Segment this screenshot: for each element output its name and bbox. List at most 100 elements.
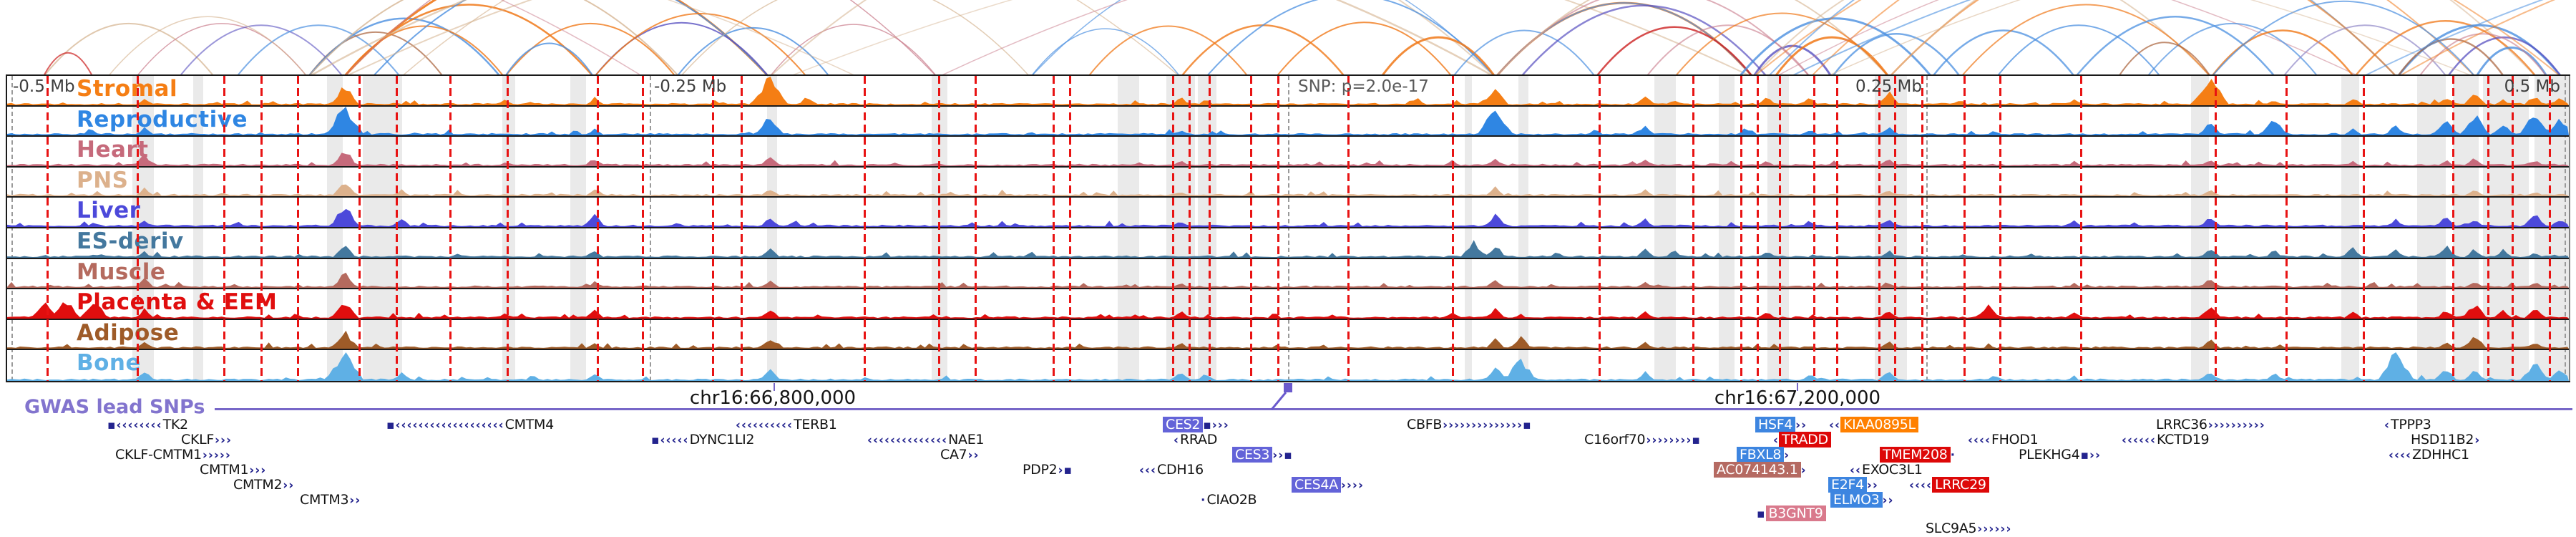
gene-pdp2[interactable]: PDP2›▪	[1022, 463, 1073, 478]
signal-area	[7, 76, 2569, 105]
track-row-stromal: Stromal	[7, 76, 2569, 107]
axis-label-mid-left: -0.25 Mb	[654, 77, 727, 96]
gene-terb1[interactable]: ‹‹‹‹‹‹‹‹‹‹TERB1	[736, 417, 838, 433]
gene-name-label: FHOD1	[1991, 432, 2039, 448]
gene-dync1li2[interactable]: ▪‹‹‹‹‹DYNC1LI2	[651, 432, 755, 448]
track-rows-layer: Stromal Reproductive Heart PNS Liver ES-deriv…	[7, 76, 2569, 381]
track-label: Bone	[77, 350, 142, 377]
gene-name-label: CBFB	[1407, 417, 1443, 432]
track-row-liver: Liver	[7, 198, 2569, 228]
gene-tk2[interactable]: ▪‹‹‹‹‹‹‹‹TK2	[107, 417, 189, 433]
highlight-band	[2341, 76, 2359, 381]
signal-area	[7, 208, 2569, 227]
interaction-arc	[1453, 29, 1595, 74]
gene-cmtm3[interactable]: CMTM3››	[299, 493, 361, 508]
gene-kiaa0895l[interactable]: ‹‹ KIAA0895L	[1829, 417, 1918, 433]
gene-tmem208[interactable]: TMEM208 ·	[1880, 447, 1956, 463]
gene-structure-glyph: ››	[1795, 418, 1807, 432]
snp-dashed-line	[1692, 76, 1694, 381]
gene-structure-glyph: ·	[1950, 448, 1956, 463]
gene-exoc3l1[interactable]: ‹‹EXOC3L1	[1850, 463, 1923, 478]
gene-b3gnt9[interactable]: ▪ B3GNT9	[1757, 505, 1826, 522]
gene-tppp3[interactable]: ‹TPPP3	[2384, 417, 2432, 433]
gene-name-label: FBXL8	[1737, 447, 1785, 463]
gene-cmtm1[interactable]: CMTM1›››	[199, 463, 266, 478]
gene-fbxl8[interactable]: FBXL8 ›	[1737, 447, 1790, 463]
gene-lrrc29[interactable]: ‹‹‹‹ LRRC29	[1909, 477, 1989, 493]
interaction-arc	[374, 0, 768, 74]
axis-tick-line	[1288, 76, 1289, 381]
interaction-arc	[2355, 20, 2536, 74]
gene-cklf-cmtm1[interactable]: CKLF-CMTM1›››››	[114, 448, 231, 463]
highlight-band	[1198, 76, 1216, 381]
gene-name-label: PLEKHG4	[2019, 447, 2080, 463]
gene-name-label: CMTM4	[504, 417, 555, 432]
gene-structure-glyph: ▪‹‹‹‹‹‹‹‹‹‹‹‹‹‹‹‹‹‹‹	[386, 418, 504, 432]
snp-dashed-line	[1740, 76, 1742, 381]
track-label: PNS	[77, 167, 129, 193]
gene-nae1[interactable]: ‹‹‹‹‹‹‹‹‹‹‹‹‹‹NAE1	[867, 432, 985, 448]
gene-c16orf70[interactable]: C16orf70››››››››▪	[1584, 432, 1701, 448]
interaction-arc	[2398, 38, 2504, 74]
highlight-band	[1654, 76, 1676, 381]
interaction-arc	[180, 24, 342, 74]
gene-plekhg4[interactable]: PLEKHG4▪››	[2018, 448, 2101, 463]
gene-structure-glyph: ‹	[1773, 433, 1780, 448]
gene-ca7[interactable]: CA7››	[940, 448, 979, 463]
gene-rrad[interactable]: ‹RRAD	[1174, 432, 1218, 448]
gene-hsf4[interactable]: HSF4 ››	[1755, 417, 1807, 433]
track-label: Stromal	[77, 76, 178, 102]
gene-hsd11b2[interactable]: HSD11B2›	[2410, 432, 2480, 448]
gene-elmo3[interactable]: ELMO3 ››	[1830, 492, 1894, 508]
axis-label-left: -0.5 Mb	[13, 77, 75, 96]
interaction-arc	[1998, 24, 2160, 74]
gene-cdh16[interactable]: ‹‹‹CDH16	[1139, 463, 1204, 478]
interaction-arc	[1032, 0, 1494, 74]
gene-fhod1[interactable]: ‹‹‹‹FHOD1	[1968, 432, 2039, 448]
gene-structure-glyph: ››››››››››››››▪	[1443, 418, 1532, 432]
gene-structure-glyph: ››	[283, 478, 295, 493]
gene-structure-glyph: ›	[1800, 463, 1807, 478]
track-row-muscle: Muscle	[7, 259, 2569, 290]
gene-slc9a5[interactable]: SLC9A5››››››	[1925, 521, 2011, 537]
highlight-band	[1767, 76, 1789, 381]
gene-ces4a[interactable]: CES4A ››››	[1292, 477, 1364, 493]
snp-dashed-line	[260, 76, 263, 381]
gene-cmtm4[interactable]: ▪‹‹‹‹‹‹‹‹‹‹‹‹‹‹‹‹‹‹‹CMTM4	[386, 417, 555, 433]
gene-zdhhc1[interactable]: ‹‹‹‹ZDHHC1	[2389, 448, 2470, 463]
snp-dashed-line	[1894, 76, 1896, 381]
gene-structure-glyph: ›››	[249, 463, 267, 478]
highlight-band	[1719, 76, 1735, 381]
gene-name-label: CKLF-CMTM1	[115, 447, 202, 463]
gene-cbfb[interactable]: CBFB››››››››››››››▪	[1406, 417, 1532, 433]
snp-dashed-line	[1779, 76, 1781, 381]
gene-ac074143.1[interactable]: AC074143.1 ›	[1714, 462, 1807, 478]
gene-cmtm2[interactable]: CMTM2››	[233, 478, 294, 493]
gene-ces3[interactable]: CES3 ››▪	[1232, 447, 1293, 463]
gene-name-label: KIAA0895L	[1840, 417, 1918, 432]
interaction-arc	[2119, 42, 2210, 74]
signal-area	[7, 331, 2569, 349]
track-row-adipose: Adipose	[7, 320, 2569, 351]
gene-lrrc36[interactable]: LRRC36››››››››››	[2155, 417, 2265, 433]
interaction-arc	[345, 25, 503, 74]
highlight-band	[327, 76, 343, 381]
axis-label-mid-right: 0.25 Mb	[1855, 77, 1922, 96]
snp-dashed-line	[1757, 76, 1759, 381]
gene-e2f4[interactable]: E2F4 ››	[1828, 477, 1878, 493]
interaction-arc	[771, 0, 1494, 74]
interaction-arc	[505, 42, 593, 74]
gene-structure-glyph: ▪	[1757, 507, 1766, 521]
lead-snp-marker[interactable]	[1265, 382, 1297, 411]
snp-dashed-line	[449, 76, 452, 381]
gene-structure-glyph: ››››››››▪	[1646, 433, 1701, 448]
gene-ces2[interactable]: CES2 ▪›››	[1163, 417, 1229, 433]
gene-ciao2b[interactable]: ·CIAO2B	[1201, 493, 1257, 508]
gene-kctd19[interactable]: ‹‹‹‹‹‹KCTD19	[2122, 432, 2210, 448]
interaction-arc	[1647, 24, 1809, 74]
gene-cklf[interactable]: CKLF›››	[180, 432, 232, 448]
snp-dashed-line	[642, 76, 644, 381]
track-label: Placenta & EEM	[77, 289, 278, 316]
gene-tradd[interactable]: ‹ TRADD	[1773, 432, 1831, 448]
gene-name-label: SLC9A5	[1926, 521, 1977, 536]
